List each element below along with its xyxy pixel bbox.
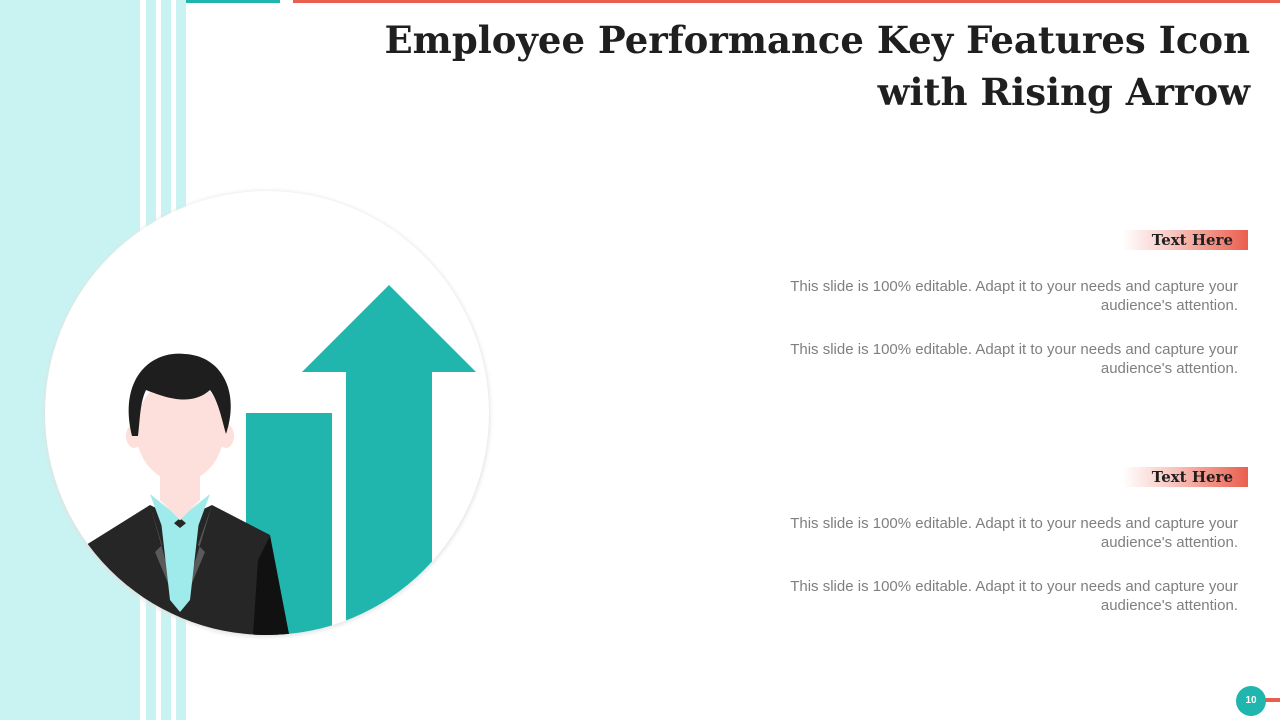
bottom-coral-line: [1262, 698, 1280, 702]
section-2-heading: Text Here: [1121, 467, 1248, 487]
text-section-2: Text Here This slide is 100% editable. A…: [778, 467, 1248, 615]
top-coral-line: [293, 0, 1280, 3]
rising-arrow-icon: [302, 285, 476, 635]
section-2-paragraph-1: This slide is 100% editable. Adapt it to…: [790, 515, 1238, 551]
section-1-paragraph-2: This slide is 100% editable. Adapt it to…: [790, 341, 1238, 377]
section-1-paragraph-1: This slide is 100% editable. Adapt it to…: [790, 278, 1238, 314]
section-2-paragraph-2: This slide is 100% editable. Adapt it to…: [790, 578, 1238, 614]
text-section-1: Text Here This slide is 100% editable. A…: [778, 230, 1248, 378]
section-1-heading: Text Here: [1121, 230, 1248, 250]
page-number-badge: 10: [1236, 686, 1266, 716]
employee-growth-illustration: [44, 191, 490, 637]
slide-title: Employee Performance Key Features Icon w…: [384, 18, 1250, 114]
top-teal-line: [186, 0, 280, 3]
